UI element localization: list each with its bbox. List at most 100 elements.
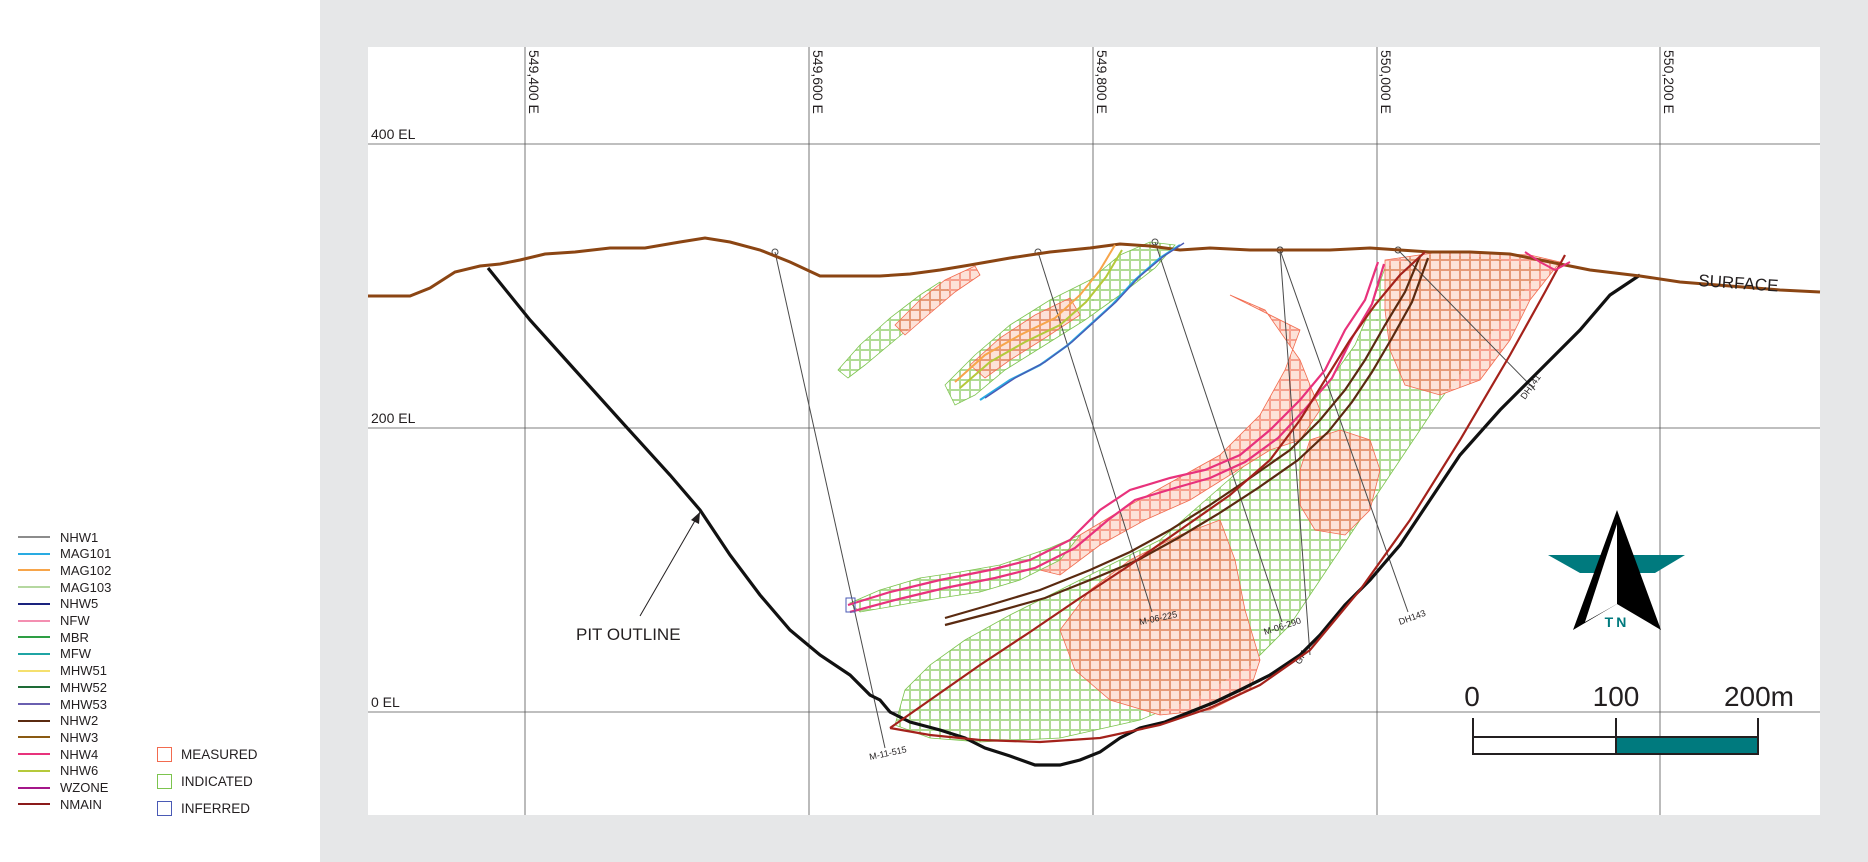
legend-item: MHW52 xyxy=(18,679,107,695)
nhw4-vein xyxy=(847,261,1380,607)
elevation-label: 200 EL xyxy=(371,410,416,426)
legend-item: NMAIN xyxy=(18,796,102,812)
legend-item: NHW6 xyxy=(18,763,98,779)
category-item: INDICATED xyxy=(157,772,253,790)
legend-item: WZONE xyxy=(18,780,108,796)
category-item: INFERRED xyxy=(157,799,250,817)
legend-swatch xyxy=(18,786,50,789)
legend-swatch xyxy=(18,569,50,572)
nhw4-lower-mag xyxy=(1524,251,1571,272)
legend-swatch xyxy=(18,719,50,722)
legend-label: MHW51 xyxy=(60,663,107,679)
legend-item: MBR xyxy=(18,629,89,645)
scale-label-0: 0 xyxy=(1464,681,1480,712)
mag103-vein xyxy=(959,249,1123,389)
measured-lens-1 xyxy=(894,265,981,336)
legend-swatch xyxy=(18,619,50,622)
drillhole-trace xyxy=(774,251,886,749)
legend-label: MHW53 xyxy=(60,696,107,712)
legend-label: NHW5 xyxy=(60,596,99,612)
easting-label: 549,400 E xyxy=(526,50,542,114)
legend-swatch xyxy=(18,703,50,705)
drillhole-trace xyxy=(1279,249,1311,656)
legend-item: MHW51 xyxy=(18,663,107,679)
true-north-label: TN xyxy=(1605,614,1630,630)
inferred-block xyxy=(845,597,856,613)
legend-swatch xyxy=(18,652,50,655)
legend-label: NMAIN xyxy=(60,796,102,812)
easting-label: 549,600 E xyxy=(810,50,826,114)
legend-label: NHW3 xyxy=(60,729,99,745)
easting-labels: 549,400 E 549,600 E 549,800 E 550,000 E 550,… xyxy=(526,50,1677,114)
surface-line xyxy=(368,236,1821,298)
nhw2-vein-2 xyxy=(944,257,1430,627)
pit-outline xyxy=(486,266,1641,767)
nhw4-vein-2 xyxy=(849,263,1386,614)
nhw5-vein xyxy=(984,242,1185,399)
legend-label: MBR xyxy=(60,629,89,645)
north-arrow: TN xyxy=(1548,510,1685,630)
scale-label-200m: 200m xyxy=(1724,681,1794,712)
legend-label: NHW4 xyxy=(60,746,99,762)
pit-label-leader xyxy=(639,511,701,617)
legend-item: MFW xyxy=(18,646,91,662)
legend-swatch xyxy=(18,552,50,555)
legend-label: MAG102 xyxy=(60,562,112,578)
legend-item: MAG102 xyxy=(18,562,111,578)
legend-swatch xyxy=(18,803,50,806)
legend-swatch xyxy=(18,669,50,672)
nmain-pit-base xyxy=(889,254,1566,744)
legend-item: MAG103 xyxy=(18,579,111,595)
nmain-vein xyxy=(889,251,1426,729)
category-swatch xyxy=(157,800,172,816)
legend-swatch xyxy=(18,602,50,605)
legend-item: NHW4 xyxy=(18,746,98,762)
legend-item: MAG101 xyxy=(18,546,111,562)
legend-item: NHW5 xyxy=(18,596,98,612)
legend-label: WZONE xyxy=(60,780,109,795)
scale-label-100: 100 xyxy=(1593,681,1640,712)
legend-label: NHW2 xyxy=(60,713,99,729)
legend-item: NHW2 xyxy=(18,713,98,729)
legend-label: NHW1 xyxy=(60,529,99,545)
category-swatch xyxy=(157,746,172,762)
legend-swatch xyxy=(18,636,50,639)
category-swatch xyxy=(157,773,172,789)
easting-label: 549,800 E xyxy=(1094,50,1110,114)
easting-label: 550,000 E xyxy=(1378,50,1394,114)
category-item: MEASURED xyxy=(157,745,258,763)
legend-label: MAG103 xyxy=(60,579,112,595)
elevation-label: 0 EL xyxy=(371,694,400,710)
drillhole-collar xyxy=(1151,238,1159,246)
legend-label: NHW6 xyxy=(60,763,99,779)
legend-label: MHW52 xyxy=(60,679,107,695)
elevation-labels: 400 EL 200 EL 0 EL xyxy=(371,126,416,710)
legend-panel xyxy=(0,0,320,862)
scale-bar: 0 100 200m xyxy=(1464,681,1794,755)
drillhole-trace xyxy=(1397,249,1536,391)
nhw4-indicated-tail xyxy=(849,534,1081,613)
legend-label: MAG101 xyxy=(60,546,112,562)
legend-swatch xyxy=(18,586,50,589)
mag102-vein xyxy=(954,244,1116,383)
legend-label: MFW xyxy=(60,646,92,662)
legend-item: NHW1 xyxy=(18,529,98,545)
pit-label-arrowhead xyxy=(691,512,700,524)
legend-swatch xyxy=(18,686,50,689)
legend-swatch xyxy=(18,536,50,538)
drillhole-trace xyxy=(1037,251,1153,613)
elevation-label: 400 EL xyxy=(371,126,416,142)
legend-item: NFW xyxy=(18,613,90,629)
legend-item: NHW3 xyxy=(18,729,98,745)
legend-item: MHW53 xyxy=(18,696,107,712)
drillhole-trace xyxy=(1154,241,1283,623)
easting-label: 550,200 E xyxy=(1661,50,1677,114)
legend-label: NFW xyxy=(60,613,90,628)
category-label: MEASURED xyxy=(181,746,258,762)
legend-swatch xyxy=(18,736,50,739)
pit-outline-label: PIT OUTLINE xyxy=(576,625,681,644)
category-label: INFERRED xyxy=(181,800,251,816)
legend-swatch xyxy=(18,769,50,772)
legend-swatch xyxy=(18,753,50,756)
